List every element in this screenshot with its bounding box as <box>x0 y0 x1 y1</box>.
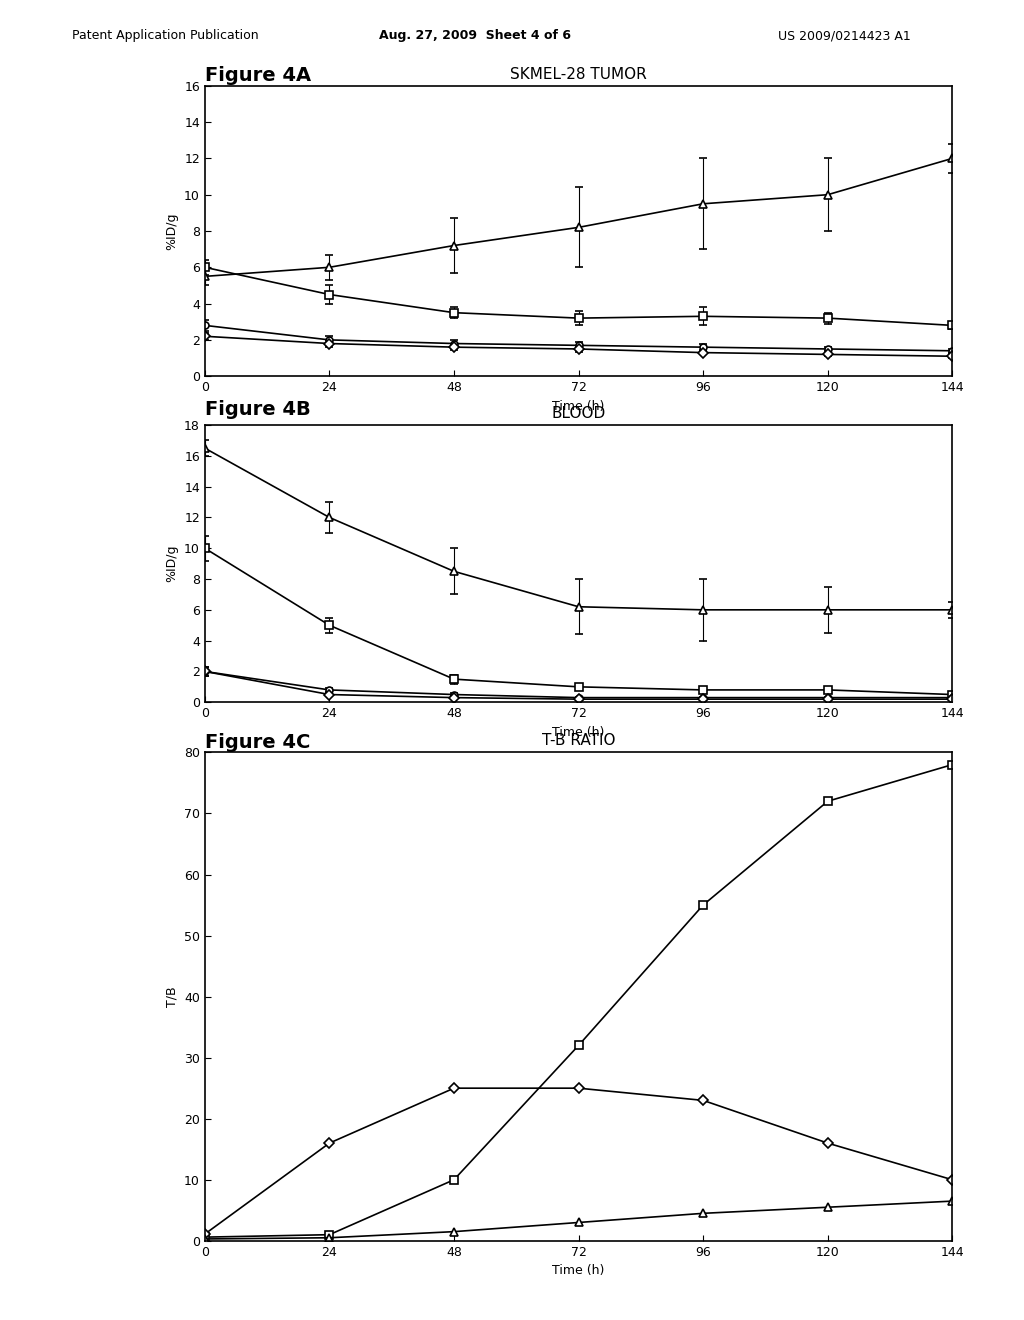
X-axis label: Time (h): Time (h) <box>552 400 605 413</box>
Title: T-B RATIO: T-B RATIO <box>542 734 615 748</box>
Title: BLOOD: BLOOD <box>552 407 605 421</box>
Y-axis label: T/B: T/B <box>166 986 178 1007</box>
Text: Figure 4A: Figure 4A <box>205 66 311 84</box>
Title: SKMEL-28 TUMOR: SKMEL-28 TUMOR <box>510 67 647 82</box>
Text: US 2009/0214423 A1: US 2009/0214423 A1 <box>778 29 911 42</box>
Y-axis label: %ID/g: %ID/g <box>166 213 178 249</box>
X-axis label: Time (h): Time (h) <box>552 726 605 739</box>
Y-axis label: %ID/g: %ID/g <box>166 545 178 582</box>
Text: Aug. 27, 2009  Sheet 4 of 6: Aug. 27, 2009 Sheet 4 of 6 <box>379 29 571 42</box>
Text: Patent Application Publication: Patent Application Publication <box>72 29 258 42</box>
X-axis label: Time (h): Time (h) <box>552 1265 605 1278</box>
Text: Figure 4C: Figure 4C <box>205 733 310 751</box>
Text: Figure 4B: Figure 4B <box>205 400 310 418</box>
